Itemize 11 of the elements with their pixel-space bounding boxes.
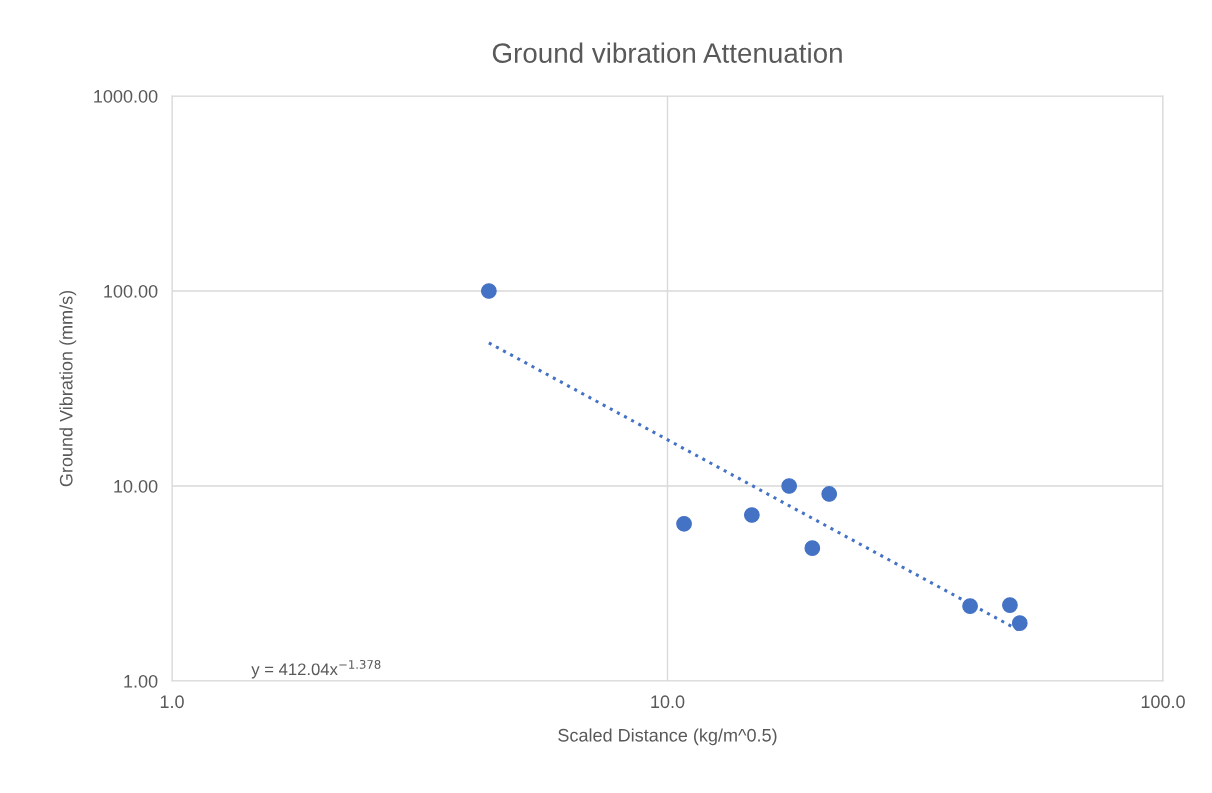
x-tick-label: 100.0 bbox=[1141, 695, 1185, 709]
y-tick-label: 1.00 bbox=[124, 674, 158, 688]
y-tick-label: 100.00 bbox=[104, 284, 158, 298]
y-tick-label: 1000.00 bbox=[94, 89, 158, 103]
chart-title: Ground vibration Attenuation bbox=[492, 42, 842, 63]
x-tick-label: 1.0 bbox=[160, 695, 184, 709]
x-axis-title: Scaled Distance (kg/m^0.5) bbox=[558, 728, 777, 746]
y-axis-title: Ground Vibration (mm/s) bbox=[59, 290, 77, 487]
x-tick-label: 10.0 bbox=[651, 695, 685, 709]
y-tick-label: 10.00 bbox=[114, 479, 158, 493]
annotation: y = 412.04x$^{−1.378}$ bbox=[251, 659, 381, 679]
